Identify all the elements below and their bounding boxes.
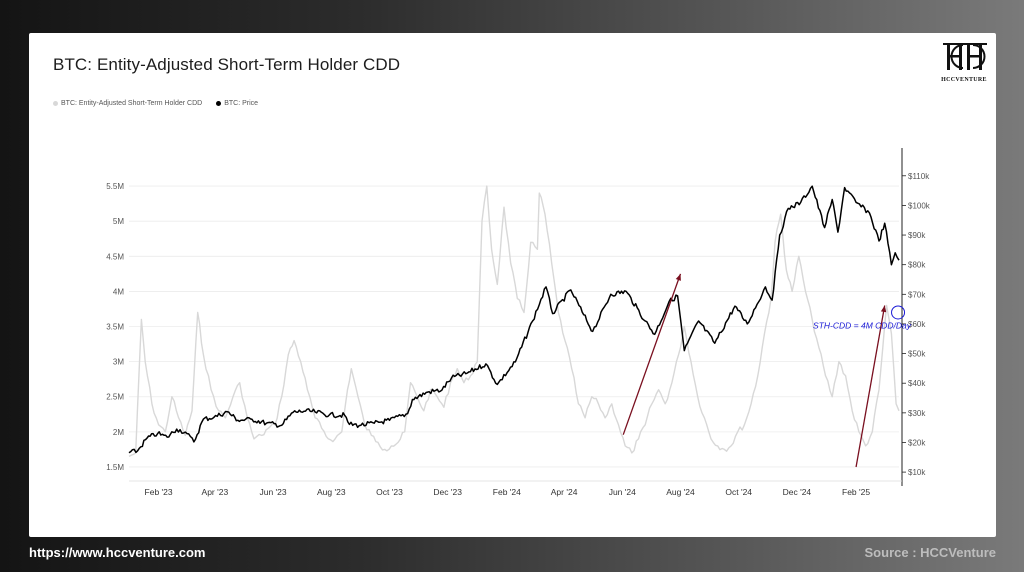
legend-label-cdd: BTC: Entity-Adjusted Short-Term Holder C… [61, 100, 203, 107]
legend-label-price: BTC: Price [224, 100, 259, 107]
annotations: STH-CDD = 4M CDD/Day [813, 305, 912, 330]
x-tick-label: Feb '24 [493, 487, 521, 497]
annotation-circle [891, 305, 906, 320]
axes: 5.5M 5M 4.5M 4M 3.5M 3M 2.5M 2M 1.5M $110k $100k $9… [106, 148, 931, 497]
hcc-monogram-icon [943, 43, 987, 70]
y-left-tick-label: 5.5M [106, 182, 124, 191]
y-right-tick-label: $80k [908, 261, 926, 270]
y-left-tick-label: 2.5M [106, 393, 124, 402]
trend-arrow-shaft [855, 305, 886, 468]
y-right-tick-label: $40k [908, 379, 926, 388]
y-right-tick-label: $110k [908, 172, 930, 181]
x-tick-label: Feb '23 [145, 487, 173, 497]
y-left-tick-label: 2M [113, 428, 124, 437]
x-tick-label: Dec '24 [783, 487, 812, 497]
legend-swatch-cdd [53, 101, 58, 106]
x-tick-label: Apr '24 [551, 487, 578, 497]
x-tick-label: Jun '24 [609, 487, 636, 497]
y-right-tick-label: $20k [908, 438, 926, 447]
x-tick-label: Aug '23 [317, 487, 346, 497]
legend-item-cdd[interactable]: BTC: Entity-Adjusted Short-Term Holder C… [53, 100, 202, 107]
y-left-tick-label: 4.5M [106, 252, 124, 261]
y-left-tick-label: 5M [113, 217, 124, 226]
footer-url-link[interactable]: https://www.hccventure.com [29, 545, 206, 560]
chart-legend: BTC: Entity-Adjusted Short-Term Holder C… [53, 100, 258, 107]
trend-arrow-head [880, 305, 887, 313]
y-right-tick-label: $50k [908, 350, 926, 359]
y-right-tick-label: $60k [908, 320, 926, 329]
y-right-tick-label: $90k [908, 231, 926, 240]
y-left-tick-label: 3M [113, 358, 124, 367]
price-line [128, 185, 900, 454]
annotation-label: STH-CDD = 4M CDD/Day [813, 320, 912, 330]
footer-source: Source : HCCVenture [864, 545, 996, 560]
logo-text: HCCVENTURE [941, 77, 987, 83]
y-right-tick-label: $30k [908, 409, 926, 418]
cdd-series [128, 185, 900, 458]
x-tick-label: Dec '23 [433, 487, 462, 497]
y-right-tick-label: $100k [908, 201, 931, 210]
y-left-tick-label: 3.5M [106, 323, 124, 332]
x-tick-label: Jun '23 [259, 487, 286, 497]
chart-card: BTC: Entity-Adjusted Short-Term Holder C… [29, 33, 996, 537]
price-series [128, 185, 900, 454]
x-tick-label: Aug '24 [666, 487, 695, 497]
x-tick-label: Oct '24 [725, 487, 752, 497]
chart-plot: 5.5M 5M 4.5M 4M 3.5M 3M 2.5M 2M 1.5M $110k $100k $9… [106, 148, 931, 497]
trend-arrows [622, 273, 887, 468]
cdd-line [128, 185, 900, 458]
x-tick-label: Apr '23 [202, 487, 229, 497]
legend-swatch-price [216, 101, 222, 106]
hcc-logo: HCCVENTURE [939, 41, 997, 87]
y-right-tick-label: $10k [908, 468, 926, 477]
y-right-tick-label: $70k [908, 290, 926, 299]
y-left-tick-label: 4M [113, 287, 124, 296]
y-left-tick-label: 1.5M [106, 463, 124, 472]
legend-item-price[interactable]: BTC: Price [216, 100, 258, 107]
chart-title: BTC: Entity-Adjusted Short-Term Holder C… [53, 55, 401, 74]
trend-arrow-shaft [622, 273, 682, 435]
x-tick-label: Oct '23 [376, 487, 403, 497]
x-tick-label: Feb '25 [842, 487, 870, 497]
trend-arrow-head [675, 273, 681, 281]
